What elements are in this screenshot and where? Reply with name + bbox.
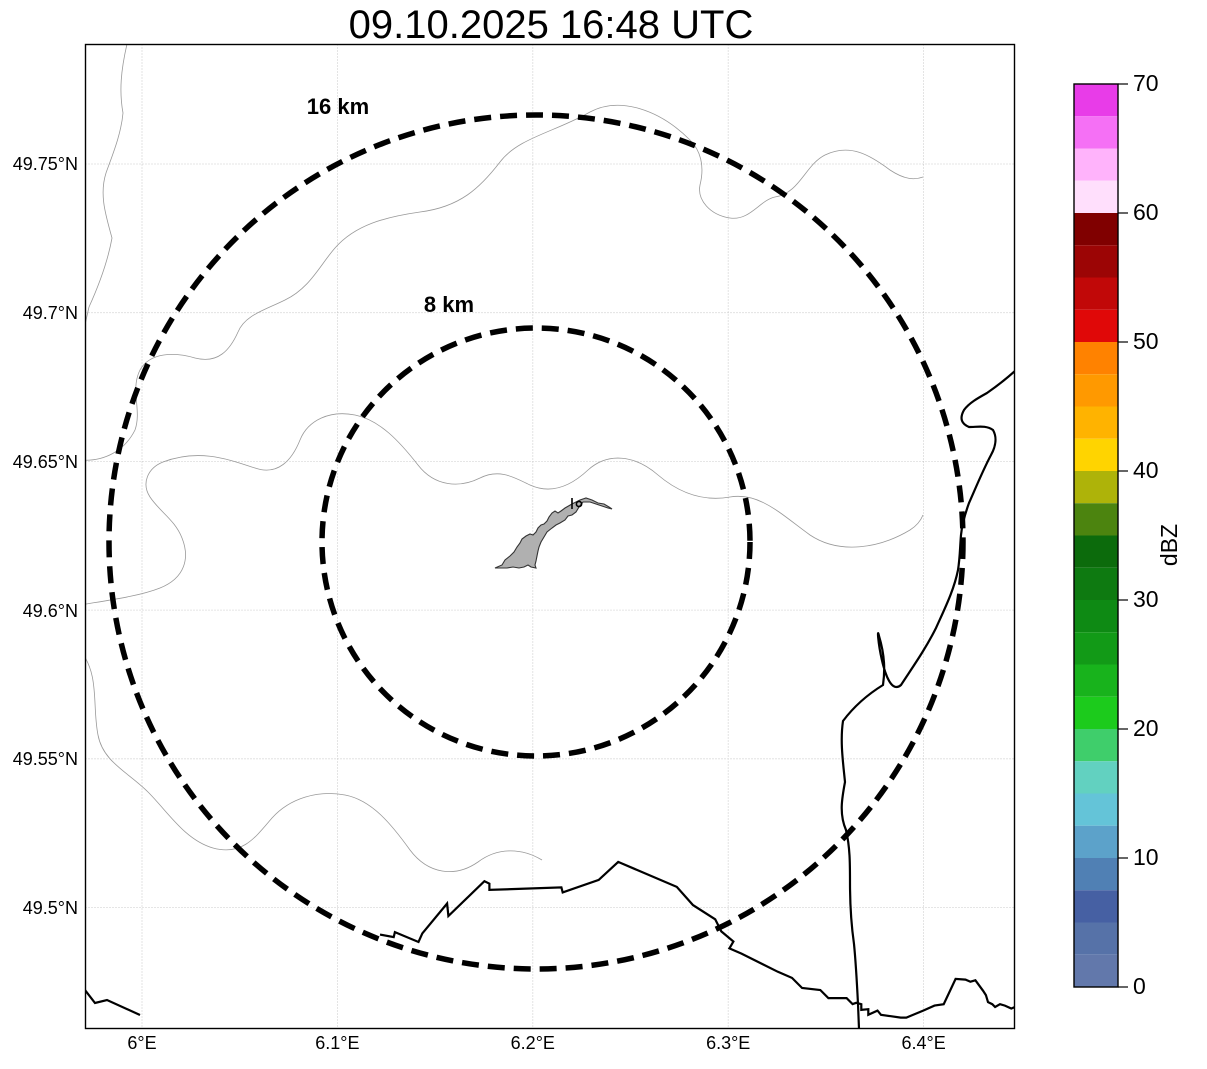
svg-text:16 km: 16 km	[307, 94, 369, 119]
svg-text:6.2°E: 6.2°E	[511, 1033, 555, 1053]
svg-text:8 km: 8 km	[424, 292, 474, 317]
svg-text:dBZ: dBZ	[1156, 524, 1182, 566]
svg-text:30: 30	[1133, 586, 1159, 612]
svg-text:09.10.2025 16:48 UTC: 09.10.2025 16:48 UTC	[349, 3, 754, 47]
svg-text:6.4°E: 6.4°E	[901, 1033, 945, 1053]
svg-text:60: 60	[1133, 199, 1159, 225]
svg-text:50: 50	[1133, 328, 1159, 354]
svg-text:49.75°N: 49.75°N	[13, 154, 78, 174]
svg-text:49.7°N: 49.7°N	[23, 303, 78, 323]
svg-text:20: 20	[1133, 715, 1159, 741]
svg-text:49.5°N: 49.5°N	[23, 898, 78, 918]
svg-text:40: 40	[1133, 457, 1159, 483]
svg-text:6°E: 6°E	[127, 1033, 156, 1053]
svg-text:6.1°E: 6.1°E	[315, 1033, 359, 1053]
svg-text:49.6°N: 49.6°N	[23, 601, 78, 621]
svg-text:10: 10	[1133, 844, 1159, 870]
svg-text:49.65°N: 49.65°N	[13, 452, 78, 472]
svg-text:0: 0	[1133, 973, 1146, 999]
svg-text:49.55°N: 49.55°N	[13, 749, 78, 769]
svg-text:70: 70	[1133, 70, 1159, 96]
svg-text:6.3°E: 6.3°E	[706, 1033, 750, 1053]
